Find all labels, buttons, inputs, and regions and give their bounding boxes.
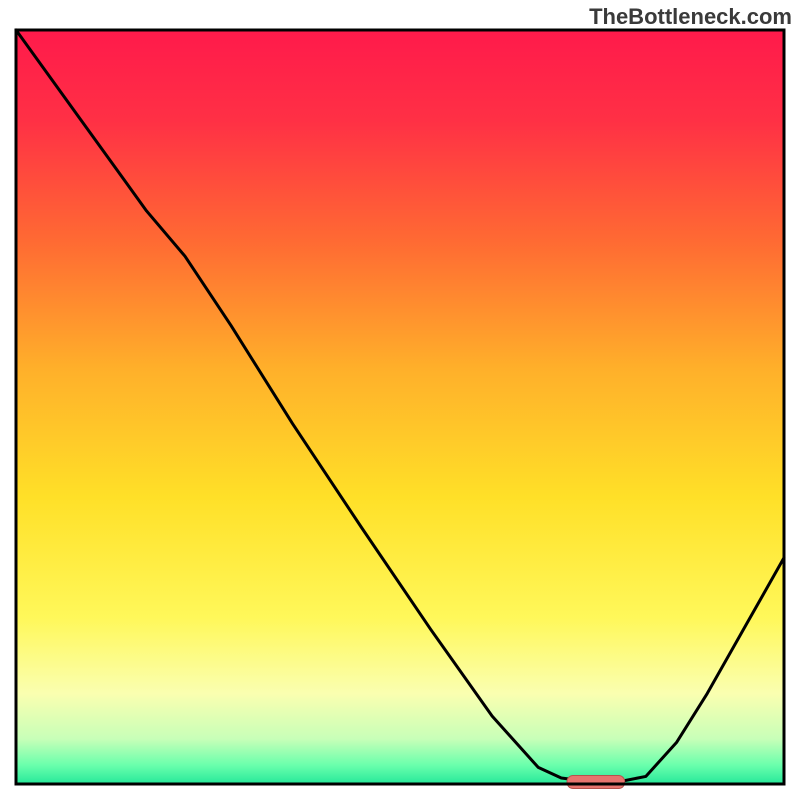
chart-container: TheBottleneck.com: [0, 0, 800, 800]
attribution-text: TheBottleneck.com: [589, 4, 792, 30]
chart-background: [16, 30, 784, 784]
bottleneck-chart: [0, 0, 800, 800]
optimal-marker: [567, 776, 625, 789]
